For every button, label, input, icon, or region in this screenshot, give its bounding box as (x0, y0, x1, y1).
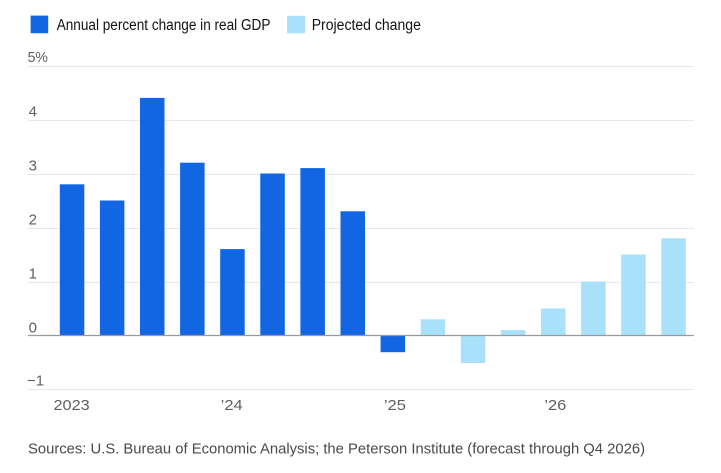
svg-text:’24: ’24 (221, 397, 243, 414)
svg-text:0: 0 (29, 319, 37, 336)
svg-text:’25: ’25 (384, 397, 406, 414)
svg-text:3: 3 (29, 157, 37, 174)
svg-text:Projected change: Projected change (312, 17, 421, 34)
svg-text:Annual percent change in real: Annual percent change in real GDP (57, 17, 271, 34)
svg-text:Sources: U.S. Bureau of Econom: Sources: U.S. Bureau of Economic Analysi… (28, 442, 645, 458)
svg-text:2023: 2023 (54, 397, 90, 414)
svg-text:2: 2 (29, 211, 37, 228)
svg-text:4: 4 (29, 103, 37, 120)
svg-text:−1: −1 (27, 372, 44, 389)
svg-text:’26: ’26 (544, 397, 566, 414)
svg-text:5%: 5% (28, 49, 48, 66)
svg-text:1: 1 (29, 265, 37, 282)
